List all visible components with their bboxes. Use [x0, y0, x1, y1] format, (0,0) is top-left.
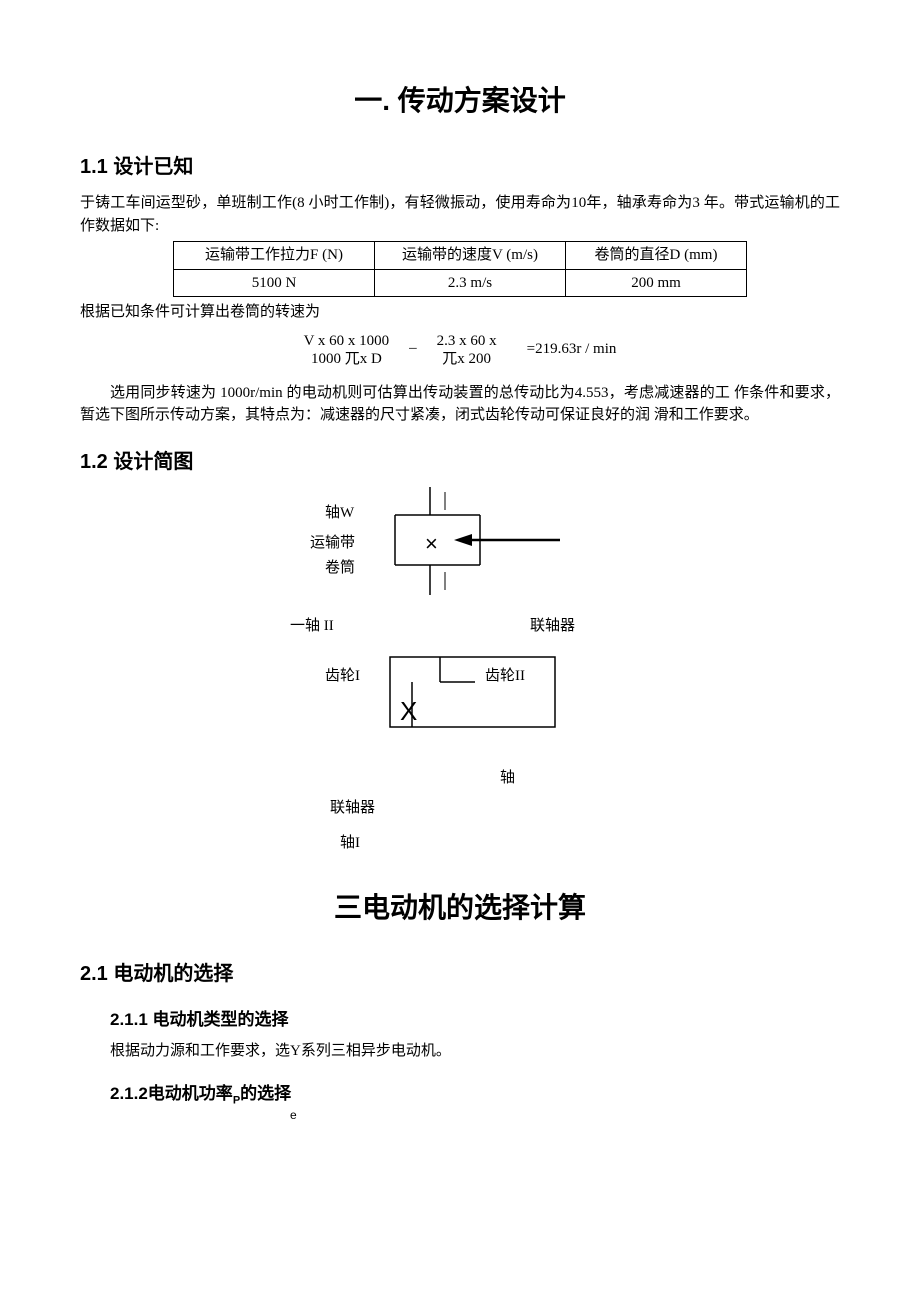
frac1-top: V x 60 x 1000	[304, 332, 390, 350]
label-juantong: 卷筒	[325, 557, 355, 580]
cell-speed: 2.3 m/s	[375, 269, 566, 297]
paragraph-intro: 于铸工车间运型砂，单班制工作(8 小时工作制)，有轻微振动，使用寿命为10年，轴…	[80, 192, 840, 237]
label-lianzhouqi-r: 联轴器	[530, 615, 575, 638]
paragraph-calc-lead: 根据已知条件可计算出卷筒的转速为	[80, 301, 840, 324]
title-section-2: 三电动机的选择计算	[80, 887, 840, 929]
title-section-1: 一. 传动方案设计	[80, 80, 840, 122]
formula-fractions: V x 60 x 1000 1000 兀x D _ 2.3 x 60 x 兀x …	[304, 332, 497, 368]
label-lianzhouqi-b: 联轴器	[330, 797, 375, 820]
heading-1-2: 1.2 设计简图	[80, 447, 840, 477]
table-header-row: 运输带工作拉力F (N) 运输带的速度V (m/s) 卷筒的直径D (mm)	[174, 242, 747, 270]
heading-2-1: 2.1 电动机的选择	[80, 959, 840, 989]
label-yunshu: 运输带	[310, 532, 355, 555]
label-zhouI: 轴I	[340, 832, 360, 855]
h212-subsub: e	[290, 1106, 840, 1124]
h212-post: 的选择	[240, 1084, 291, 1103]
heading-2-1-1: 2.1.1 电动机类型的选择	[110, 1007, 840, 1033]
col-diameter: 卷筒的直径D (mm)	[566, 242, 747, 270]
fraction-1: V x 60 x 1000 1000 兀x D	[304, 332, 390, 368]
heading-2-1-2: 2.1.2电动机功率P的选择 e	[110, 1081, 840, 1125]
data-table: 运输带工作拉力F (N) 运输带的速度V (m/s) 卷筒的直径D (mm) 5…	[173, 241, 747, 297]
col-speed: 运输带的速度V (m/s)	[375, 242, 566, 270]
transmission-diagram: 轴W 运输带 卷筒 × 一轴 II 联轴器 齿轮I 齿轮II X 轴 联轴器 轴…	[250, 487, 670, 867]
fraction-2: 2.3 x 60 x 兀x 200	[437, 332, 497, 368]
table-row: 5100 N 2.3 m/s 200 mm	[174, 269, 747, 297]
paragraph-conclusion: 选用同步转速为 1000r/min 的电动机则可估算出传动装置的总传动比为4.5…	[80, 382, 840, 427]
label-zhouII: 一轴 II	[290, 615, 334, 638]
cross-bottom-icon: X	[400, 692, 417, 731]
cell-diameter: 200 mm	[566, 269, 747, 297]
heading-1-1: 1.1 设计已知	[80, 152, 840, 182]
frac2-top: 2.3 x 60 x	[437, 332, 497, 350]
cross-top-icon: ×	[425, 527, 438, 560]
cell-force: 5100 N	[174, 269, 375, 297]
label-chilun2: 齿轮II	[485, 665, 525, 688]
data-table-wrap: 运输带工作拉力F (N) 运输带的速度V (m/s) 卷筒的直径D (mm) 5…	[80, 241, 840, 297]
frac1-bot: 1000 兀x D	[304, 350, 390, 368]
label-chilun1: 齿轮I	[325, 665, 360, 688]
h212-pre: 2.1.2电动机功率	[110, 1084, 233, 1103]
paragraph-motor-type: 根据动力源和工作要求，选Y系列三相异步电动机。	[110, 1040, 840, 1063]
frac2-bot: 兀x 200	[437, 350, 497, 368]
formula-result: =219.63r / min	[527, 338, 617, 361]
label-zhouW: 轴W	[325, 502, 354, 525]
label-zhou: 轴	[500, 767, 515, 790]
formula-drum-speed: V x 60 x 1000 1000 兀x D _ 2.3 x 60 x 兀x …	[80, 332, 840, 368]
col-force: 运输带工作拉力F (N)	[174, 242, 375, 270]
formula-mid: _	[409, 332, 417, 355]
